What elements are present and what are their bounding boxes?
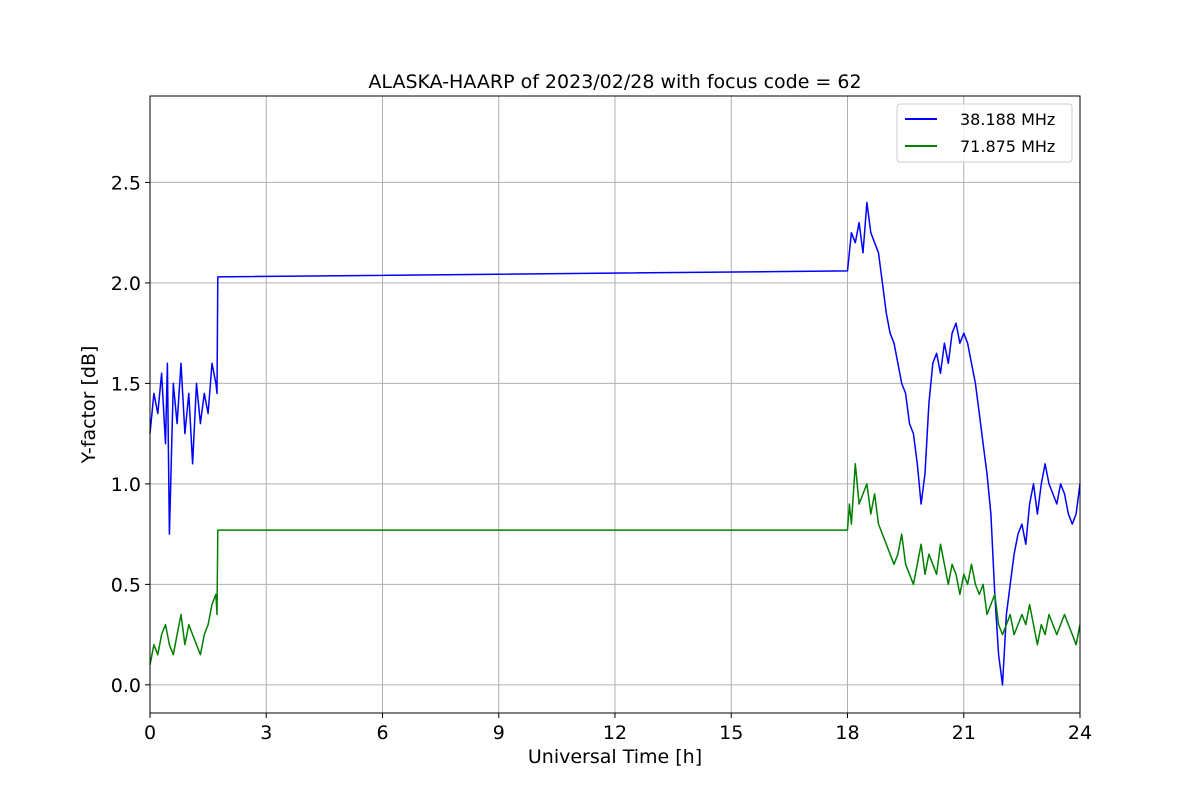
x-tick-label: 9 bbox=[493, 722, 505, 744]
y-tick-label: 2.0 bbox=[111, 273, 141, 295]
y-tick-label: 0.5 bbox=[111, 574, 141, 596]
grid-layer bbox=[149, 96, 1081, 713]
x-tick-label: 12 bbox=[603, 722, 627, 744]
x-tick-label: 15 bbox=[719, 722, 743, 744]
y-tick-label: 2.5 bbox=[111, 172, 141, 194]
x-axis-label: Universal Time [h] bbox=[528, 746, 702, 768]
legend-label-71-mhz: 71.875 MHz bbox=[960, 137, 1055, 156]
legend-box bbox=[896, 103, 1073, 163]
chart-title: ALASKA-HAARP of 2023/02/28 with focus co… bbox=[368, 71, 861, 93]
x-tick-label: 18 bbox=[835, 722, 859, 744]
x-tick-label: 21 bbox=[952, 722, 976, 744]
y-tick-label: 1.5 bbox=[111, 373, 141, 395]
y-axis-label: Y-factor [dB] bbox=[78, 346, 100, 465]
y-tick-label: 0.0 bbox=[111, 675, 141, 697]
legend: 38.188 MHz 71.875 MHz bbox=[896, 103, 1073, 163]
x-tick-label: 24 bbox=[1068, 722, 1092, 744]
legend-label-38-mhz: 38.188 MHz bbox=[960, 110, 1055, 129]
series-layer bbox=[149, 201, 1081, 686]
y-tick-label: 1.0 bbox=[111, 474, 141, 496]
series-line-71-mhz bbox=[149, 463, 1081, 665]
x-tick-label: 3 bbox=[260, 722, 272, 744]
x-tick-label: 0 bbox=[144, 722, 156, 744]
tick-layer: 0 3 6 9 12 15 18 21 24 0.0 0.5 1.0 1.5 2.0 2.5 bbox=[111, 172, 1092, 744]
series-line-38-mhz bbox=[149, 201, 1081, 686]
x-tick-label: 6 bbox=[376, 722, 388, 744]
